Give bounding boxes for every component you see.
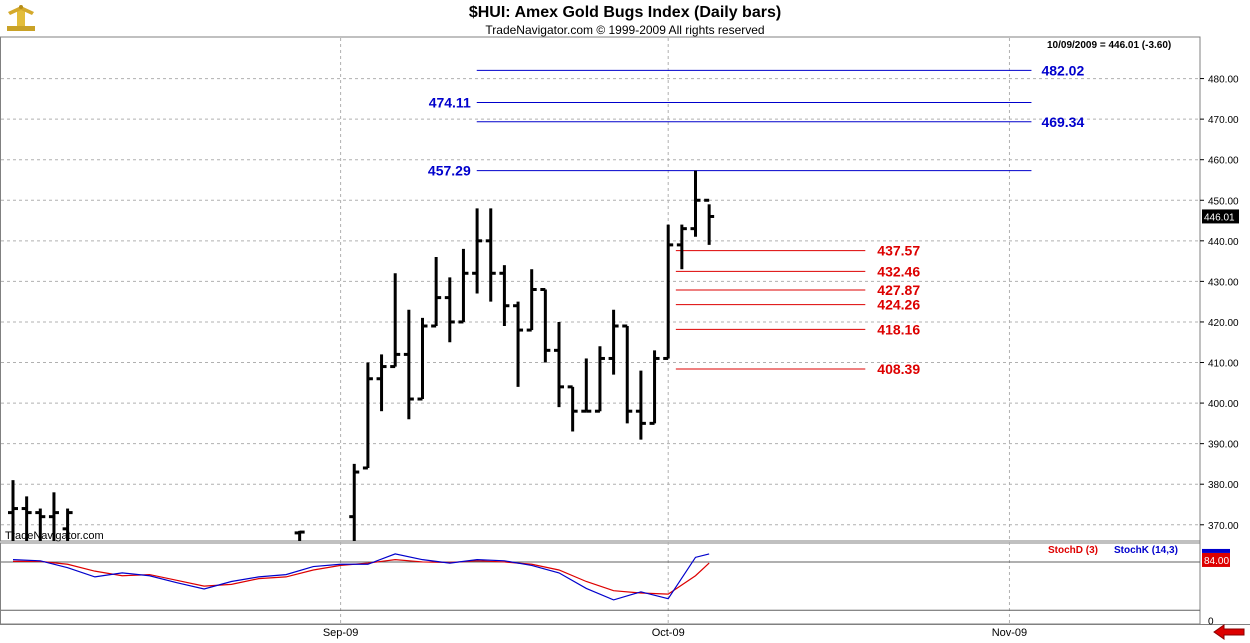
stoch-k-line [12, 553, 710, 601]
y-tick-label: 480.00 [1208, 75, 1239, 86]
y-tick-label: 410.00 [1208, 359, 1239, 370]
scroll-left-arrow-icon[interactable] [1212, 624, 1246, 640]
stoch-k-value-tag [1202, 548, 1230, 553]
support-label: 427.87 [877, 282, 920, 298]
last-price-tag [1202, 209, 1239, 224]
y-tick-label: 460.00 [1208, 156, 1239, 167]
stoch-value-tag [1202, 552, 1230, 567]
support-label: 408.39 [877, 361, 920, 377]
resistance-label: 482.02 [1041, 62, 1084, 78]
chart-title: $HUI: Amex Gold Bugs Index (Daily bars) [468, 4, 782, 21]
y-tick-label: 420.00 [1208, 318, 1239, 329]
stoch-d-line [13, 559, 710, 595]
support-label: 424.26 [877, 297, 920, 313]
support-label: 432.46 [877, 263, 920, 279]
x-tick-label: Nov-09 [992, 627, 1027, 639]
price-bars-group [8, 170, 715, 541]
stoch-value-label: 84.00 [1204, 556, 1229, 567]
y-tick-label: 390.00 [1208, 440, 1239, 451]
y-tick-label: 400.00 [1208, 399, 1239, 410]
watermark-text: TradeNavigator.com [5, 530, 104, 542]
y-tick-label: 470.00 [1208, 115, 1239, 126]
resistance-label: 474.11 [429, 94, 471, 110]
last-bar-readout: 10/09/2009 = 446.01 (-3.60) [1047, 40, 1171, 51]
y-tick-label: 380.00 [1208, 480, 1239, 491]
price-panel-frame [0, 36, 1201, 542]
x-tick-label: Oct-09 [652, 627, 685, 639]
y-tick-label: 450.00 [1208, 196, 1239, 207]
copyright-notice: TradeNavigator.com © 1999-2009 All right… [485, 23, 765, 37]
support-label: 437.57 [877, 243, 920, 259]
support-label: 418.16 [877, 321, 920, 337]
resistance-label: 457.29 [428, 163, 471, 179]
stochastic-panel-frame [0, 542, 1201, 625]
trade-navigator-logo-icon [7, 5, 35, 31]
stoch-d-legend: StochD (3) [1048, 545, 1098, 556]
y-tick-label: 440.00 [1208, 237, 1239, 248]
last-price-label: 446.01 [1204, 212, 1235, 223]
resistance-label: 469.34 [1041, 114, 1084, 130]
y-tick-label: 430.00 [1208, 277, 1239, 288]
stoch-k-legend: StochK (14,3) [1114, 545, 1178, 556]
y-tick-label: 370.00 [1208, 521, 1239, 532]
x-tick-label: Sep-09 [323, 627, 358, 639]
